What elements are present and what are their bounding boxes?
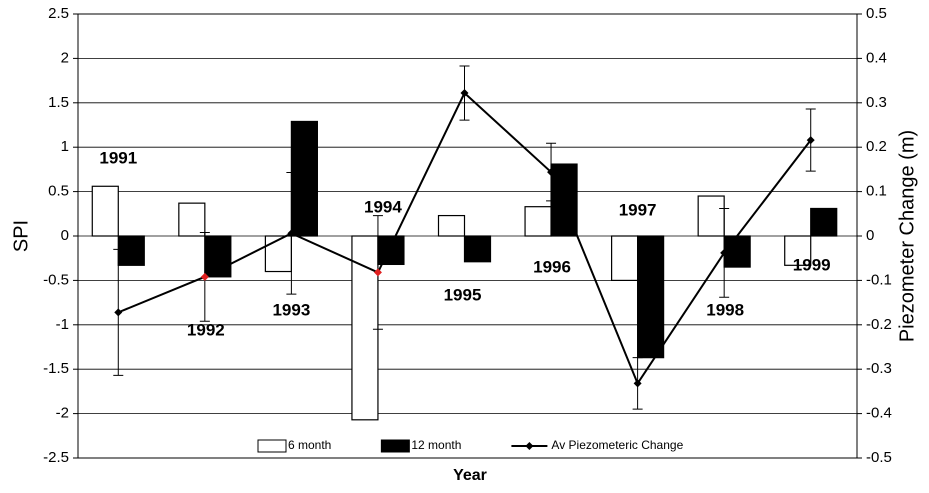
legend-marker	[525, 442, 534, 450]
y-tick-label: 2	[61, 49, 69, 66]
y2-axis-title: Piezometer Change (m)	[896, 130, 918, 342]
legend-label: 6 month	[288, 438, 331, 452]
marker	[200, 272, 209, 281]
legend-swatch	[257, 439, 287, 453]
y-tick-label: -2.5	[43, 449, 69, 466]
bar	[524, 206, 552, 237]
legend-label: 12 month	[411, 438, 461, 452]
y2-tick-label: 0.2	[866, 138, 887, 155]
y2-tick-label: -0.4	[866, 405, 892, 422]
legend-swatch	[380, 439, 410, 453]
marker	[287, 229, 296, 238]
y2-tick-label: -0.3	[866, 360, 892, 377]
y2-tick-label: 0.3	[866, 94, 887, 111]
y-tick-label: -0.5	[43, 271, 69, 288]
bar	[463, 235, 492, 263]
y2-tick-label: -0.2	[866, 316, 892, 333]
year-label: 1997	[619, 200, 657, 219]
bar	[351, 235, 379, 421]
bar	[117, 235, 145, 266]
y-tick-label: 2.5	[48, 5, 69, 22]
year-label: 1993	[272, 300, 310, 319]
y-tick-label: 1	[61, 138, 69, 155]
x-axis-title: Year	[453, 467, 487, 484]
year-label: 1992	[187, 320, 225, 339]
marker	[547, 168, 556, 177]
bar	[723, 235, 751, 268]
marker	[460, 89, 469, 98]
legend-label: Av Piezometeric Change	[551, 438, 683, 452]
y-tick-label: -1	[56, 316, 69, 333]
y2-tick-label: 0.5	[866, 5, 887, 22]
y-tick-label: -1.5	[43, 360, 69, 377]
y2-tick-label: -0.1	[866, 271, 892, 288]
bar	[437, 214, 466, 237]
year-label: 1999	[793, 255, 831, 274]
year-label: 1996	[533, 257, 571, 276]
plot-frame	[77, 13, 858, 459]
y-axis-title: SPI	[10, 220, 32, 252]
bar	[91, 185, 119, 237]
y2-tick-label: 0.4	[866, 49, 887, 66]
marker	[114, 308, 123, 317]
year-label: 1991	[99, 148, 137, 167]
y-tick-label: 1.5	[48, 94, 69, 111]
marker	[720, 248, 729, 257]
year-label: 1995	[444, 285, 482, 304]
year-label: 1998	[706, 300, 744, 319]
marker	[373, 268, 382, 277]
bar	[611, 235, 639, 282]
bar	[264, 235, 292, 273]
y2-tick-label: 0	[866, 227, 874, 244]
bar	[784, 235, 812, 266]
bar	[178, 202, 206, 237]
y2-tick-label: -0.5	[866, 449, 892, 466]
bar	[637, 235, 665, 359]
marker	[633, 379, 642, 388]
bar	[810, 207, 838, 237]
marker	[806, 136, 815, 145]
y-tick-label: -2	[56, 405, 69, 422]
year-label: 1994	[364, 197, 402, 216]
y2-tick-label: 0.1	[866, 183, 887, 200]
bar	[290, 120, 318, 237]
bar	[377, 235, 405, 266]
y-tick-label: 0.5	[48, 183, 69, 200]
bar	[697, 195, 725, 237]
y-tick-label: 0	[61, 227, 69, 244]
